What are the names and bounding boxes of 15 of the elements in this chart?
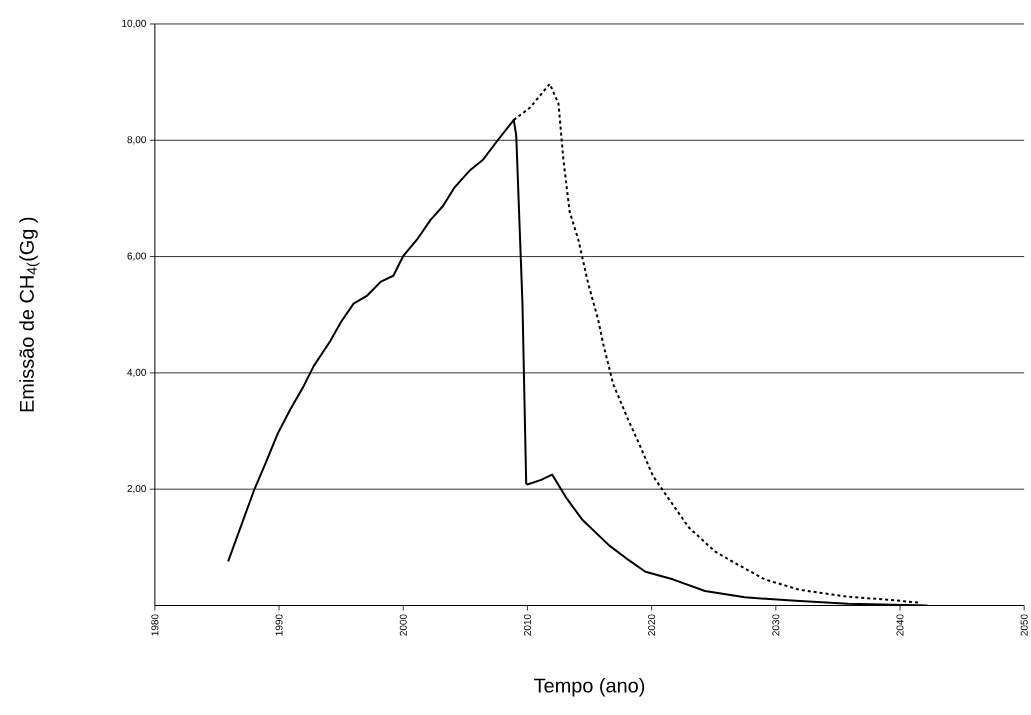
y-tick-label: 6,00	[127, 252, 146, 261]
x-tick-label: 1980	[151, 614, 159, 636]
y-tick-label: 2,00	[127, 484, 146, 494]
x-tick-label: 2000	[399, 614, 407, 636]
x-tick-label: 1990	[275, 614, 283, 636]
x-tick-label: 2050	[1020, 614, 1028, 636]
x-tick-label: 2030	[772, 614, 780, 636]
x-tick-label: 2020	[648, 614, 656, 636]
x-axis-title: Tempo (ano)	[534, 677, 645, 697]
x-tick-label: 2040	[896, 614, 904, 636]
y-tick-label: 8,00	[127, 135, 146, 145]
x-tick-label: 2010	[523, 614, 531, 636]
y-tick-label: 4,00	[127, 368, 146, 377]
y-tick-label: 10,00	[122, 19, 146, 28]
y-axis-title: Emissão de CH$_{4(}$(Gg )	[19, 217, 40, 412]
